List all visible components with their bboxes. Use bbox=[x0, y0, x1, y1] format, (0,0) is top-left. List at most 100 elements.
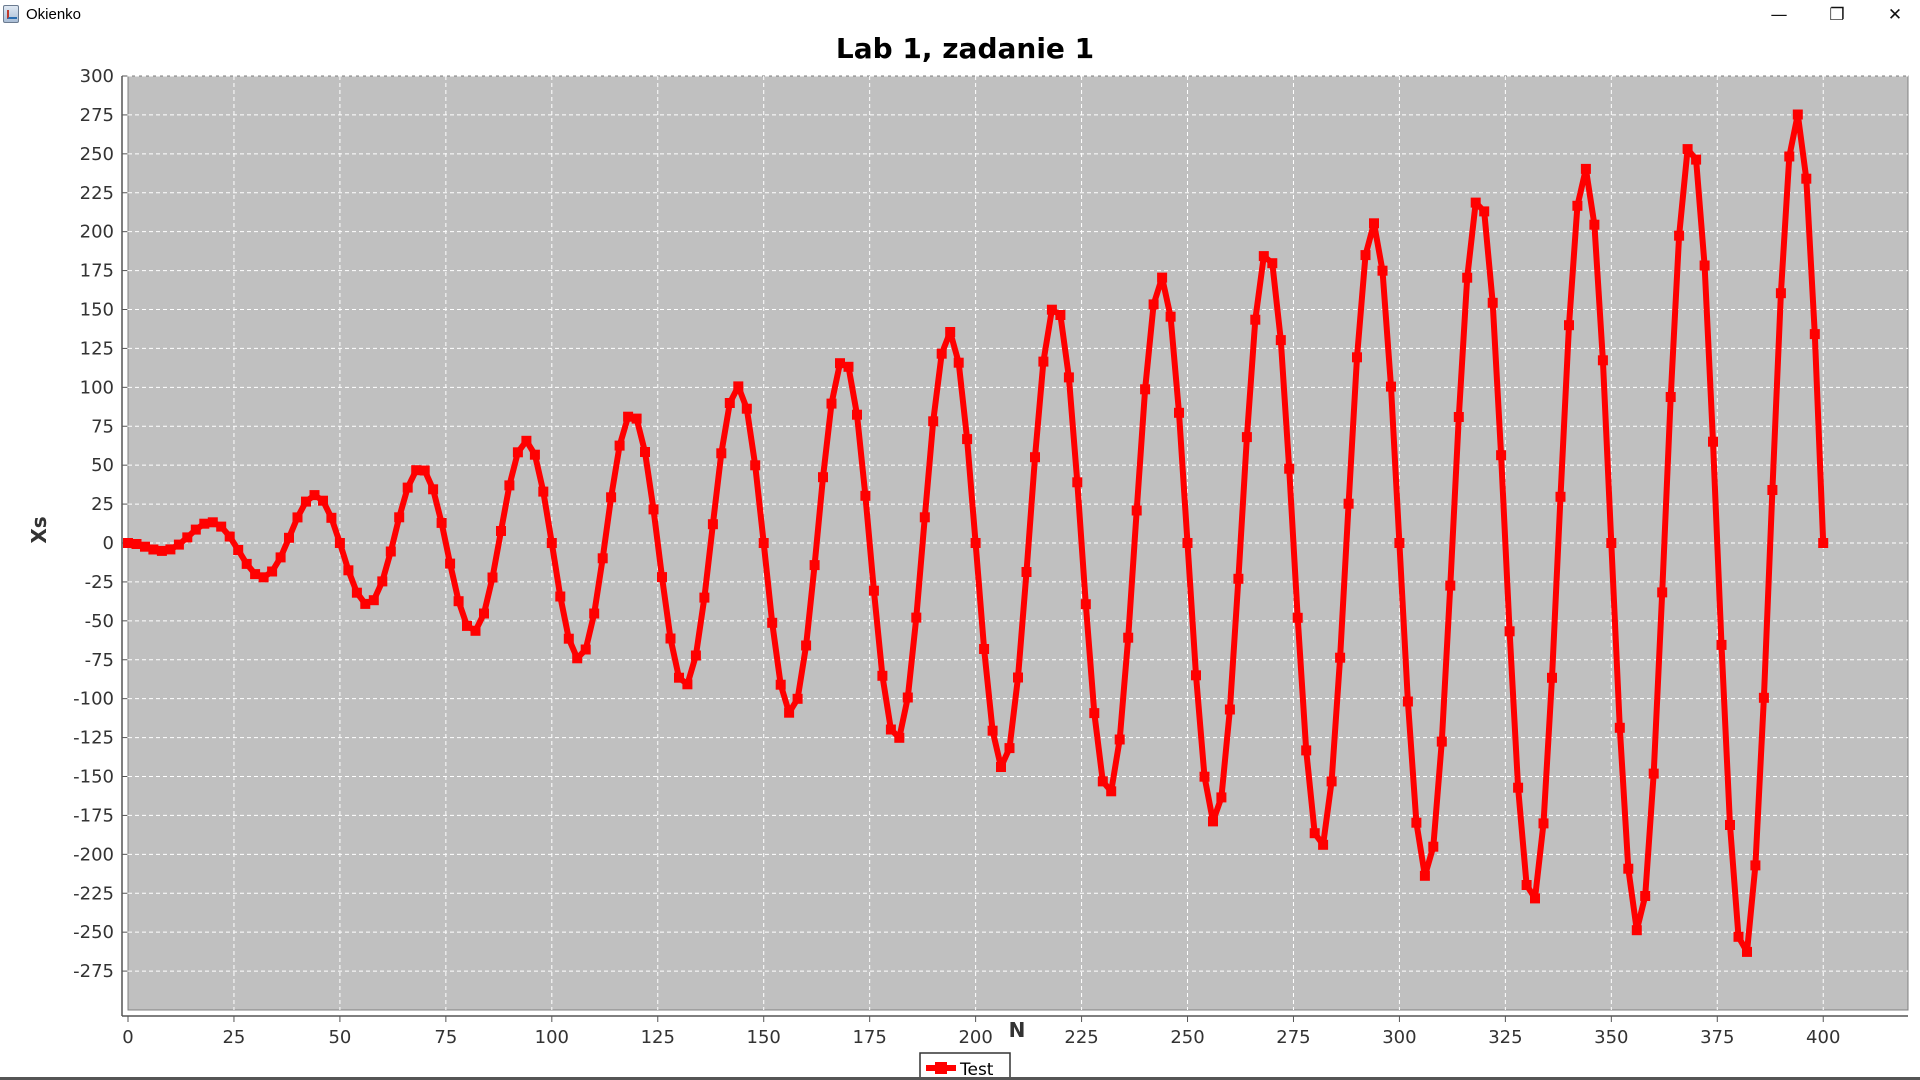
x-tick-label: 125 bbox=[641, 1027, 675, 1048]
data-point bbox=[1487, 297, 1498, 308]
data-point bbox=[1479, 206, 1490, 217]
data-point bbox=[343, 565, 354, 576]
data-point bbox=[1708, 436, 1718, 447]
data-point bbox=[1564, 320, 1574, 331]
data-point bbox=[1191, 670, 1201, 681]
data-point bbox=[1818, 538, 1829, 548]
data-point bbox=[945, 327, 956, 337]
data-point bbox=[250, 569, 261, 580]
data-point bbox=[885, 724, 896, 735]
data-point bbox=[1580, 163, 1591, 174]
data-point bbox=[1614, 722, 1625, 733]
data-point bbox=[419, 465, 430, 476]
x-tick-label: 100 bbox=[535, 1027, 569, 1048]
data-point bbox=[284, 532, 294, 543]
close-icon: ✕ bbox=[1887, 5, 1903, 25]
data-point bbox=[1157, 272, 1168, 283]
data-point bbox=[852, 409, 862, 420]
data-point bbox=[707, 519, 718, 530]
data-point bbox=[860, 490, 871, 501]
data-point bbox=[741, 403, 752, 414]
x-tick-label: 175 bbox=[852, 1027, 886, 1048]
data-point bbox=[1309, 828, 1320, 839]
data-point bbox=[1318, 839, 1329, 850]
series-test bbox=[123, 109, 1829, 957]
data-point bbox=[1097, 776, 1108, 787]
data-point bbox=[826, 398, 837, 409]
data-point bbox=[784, 707, 795, 718]
data-point bbox=[326, 512, 337, 523]
data-point bbox=[1063, 372, 1074, 383]
data-point bbox=[1657, 587, 1668, 598]
data-point bbox=[368, 595, 379, 606]
data-point bbox=[309, 490, 320, 501]
x-axis-label: N bbox=[1009, 1018, 1026, 1042]
data-point bbox=[1555, 491, 1566, 502]
data-point bbox=[902, 692, 913, 703]
data-point bbox=[1335, 652, 1346, 663]
data-point bbox=[1470, 197, 1481, 208]
data-point bbox=[1080, 599, 1091, 610]
data-point bbox=[1131, 505, 1142, 516]
data-point bbox=[843, 361, 854, 372]
minimize-icon: — bbox=[1770, 5, 1788, 25]
data-point bbox=[1233, 573, 1244, 584]
close-button[interactable]: ✕ bbox=[1866, 0, 1920, 30]
data-point bbox=[1140, 384, 1151, 395]
data-point bbox=[657, 572, 667, 583]
data-point bbox=[1360, 250, 1371, 261]
data-point bbox=[1758, 692, 1769, 703]
data-point bbox=[1462, 272, 1473, 283]
data-point bbox=[165, 544, 176, 555]
y-tick-label: -200 bbox=[73, 844, 114, 865]
data-point bbox=[411, 465, 422, 476]
x-tick-label: 375 bbox=[1700, 1027, 1734, 1048]
data-point bbox=[512, 447, 523, 458]
data-point bbox=[207, 517, 218, 528]
data-point bbox=[1267, 258, 1278, 269]
data-point bbox=[377, 576, 388, 587]
data-point bbox=[1199, 771, 1210, 782]
data-point bbox=[292, 512, 303, 523]
data-point bbox=[1174, 407, 1184, 418]
data-point bbox=[1030, 452, 1040, 463]
java-cup-icon bbox=[3, 5, 19, 23]
axes bbox=[121, 75, 1908, 1022]
data-point bbox=[970, 538, 981, 548]
data-point bbox=[1258, 251, 1269, 262]
data-point bbox=[428, 484, 439, 495]
data-point bbox=[1106, 786, 1117, 797]
data-point bbox=[453, 596, 464, 607]
x-tick-label: 350 bbox=[1594, 1027, 1628, 1048]
data-point bbox=[1521, 880, 1532, 890]
data-point bbox=[835, 358, 845, 369]
data-point bbox=[173, 539, 184, 550]
data-point bbox=[1538, 818, 1549, 829]
data-point bbox=[716, 448, 727, 459]
data-point bbox=[394, 512, 405, 523]
data-point bbox=[589, 608, 600, 619]
data-point bbox=[1733, 931, 1744, 942]
data-point bbox=[1275, 335, 1286, 346]
legend-label-test: Test bbox=[959, 1060, 994, 1080]
restore-button[interactable]: ❐ bbox=[1808, 0, 1866, 30]
data-point bbox=[758, 538, 769, 548]
data-point bbox=[1148, 299, 1159, 310]
chart-panel: Lab 1, zadanie 1 300 275 250 225 200 175 150 12… bbox=[0, 30, 1920, 1080]
data-point bbox=[1682, 144, 1693, 155]
x-tick-label: 25 bbox=[222, 1027, 245, 1048]
data-point bbox=[580, 644, 591, 655]
y-tick-label: -50 bbox=[85, 611, 114, 632]
chart-title: Lab 1, zadanie 1 bbox=[836, 32, 1094, 65]
data-point bbox=[1182, 538, 1193, 548]
data-point bbox=[733, 381, 744, 392]
data-point bbox=[487, 572, 498, 583]
data-point bbox=[224, 531, 235, 542]
y-tick-label: 125 bbox=[80, 338, 114, 359]
data-point bbox=[351, 587, 362, 598]
data-point bbox=[699, 592, 710, 603]
data-point bbox=[1699, 260, 1710, 271]
x-tick-label: 250 bbox=[1170, 1027, 1204, 1048]
y-tick-label: -75 bbox=[85, 650, 114, 671]
minimize-button[interactable]: — bbox=[1750, 0, 1808, 30]
